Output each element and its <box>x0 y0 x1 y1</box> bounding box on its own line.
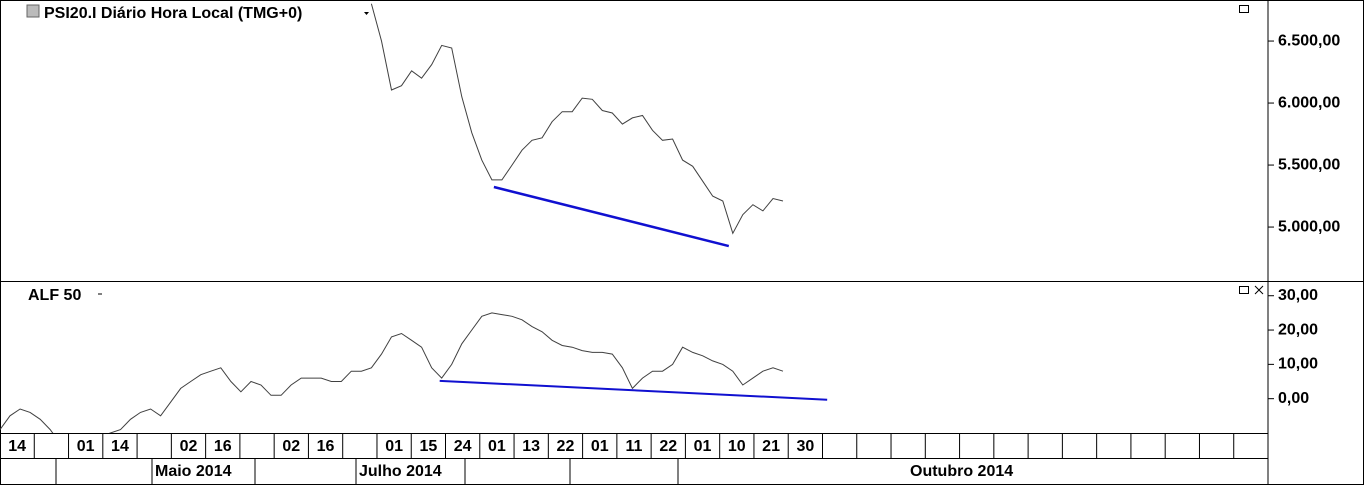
price-line <box>370 3 784 235</box>
x-tick-label: 11 <box>626 438 643 455</box>
y-tick-label: 10,00 <box>1278 356 1318 373</box>
x-tick-label: 16 <box>317 438 335 455</box>
panel-title: ALF 50 <box>28 287 81 304</box>
x-tick-label: 24 <box>454 438 472 455</box>
x-tick-label: 22 <box>557 438 575 455</box>
panel-icon[interactable] <box>26 4 40 18</box>
y-tick-label: 5.500,00 <box>1278 156 1340 173</box>
y-tick-label: 20,00 <box>1278 321 1318 338</box>
trendline <box>493 185 730 248</box>
x-tick-label: 13 <box>522 438 540 455</box>
x-tick-label: 21 <box>762 438 780 455</box>
month-label: Maio 2014 <box>155 463 232 480</box>
x-tick-label: 01 <box>694 438 712 455</box>
x-tick-label: 01 <box>591 438 609 455</box>
month-label: Julho 2014 <box>359 463 442 480</box>
close-button[interactable] <box>1254 285 1264 295</box>
y-tick-label: 6.500,00 <box>1278 32 1340 49</box>
y-tick-label: 6.000,00 <box>1278 94 1340 111</box>
x-tick-label: 14 <box>111 438 129 455</box>
maximize-button[interactable] <box>1239 286 1249 294</box>
x-tick-label: 30 <box>796 438 814 455</box>
x-tick-label: 01 <box>385 438 403 455</box>
x-tick-label: 02 <box>180 438 198 455</box>
trendline <box>439 379 828 401</box>
price-line <box>0 312 784 433</box>
month-label: Outubro 2014 <box>910 463 1013 480</box>
y-tick-label: 0,00 <box>1278 390 1309 407</box>
x-tick-label: 01 <box>77 438 95 455</box>
maximize-button[interactable] <box>1239 5 1249 13</box>
x-tick-label: 02 <box>282 438 300 455</box>
panel-title: PSI20.I Diário Hora Local (TMG+0) <box>44 5 302 22</box>
x-tick-label: 15 <box>419 438 437 455</box>
x-tick-label: 01 <box>488 438 506 455</box>
y-tick-label: 5.000,00 <box>1278 218 1340 235</box>
x-tick-label: 16 <box>214 438 232 455</box>
y-tick-label: 30,00 <box>1278 287 1318 304</box>
x-tick-label: 14 <box>8 438 26 455</box>
dropdown-arrow[interactable] <box>364 12 369 15</box>
x-tick-label: 22 <box>659 438 677 455</box>
x-tick-label: 10 <box>728 438 746 455</box>
